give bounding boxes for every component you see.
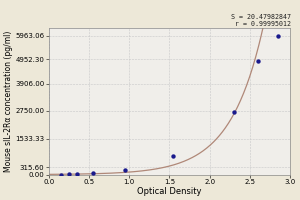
Point	[276, 34, 280, 38]
Y-axis label: Mouse sIL-2Rα concentration (pg/ml): Mouse sIL-2Rα concentration (pg/ml)	[4, 31, 13, 172]
X-axis label: Optical Density: Optical Density	[137, 187, 202, 196]
Point	[256, 59, 260, 62]
Point	[171, 154, 176, 158]
Point	[231, 110, 236, 113]
Point	[74, 173, 79, 176]
Point	[123, 168, 128, 172]
Point	[58, 173, 63, 176]
Point	[66, 173, 71, 176]
Point	[91, 172, 95, 175]
Text: S = 20.47982847
r = 0.99995012: S = 20.47982847 r = 0.99995012	[231, 14, 291, 27]
